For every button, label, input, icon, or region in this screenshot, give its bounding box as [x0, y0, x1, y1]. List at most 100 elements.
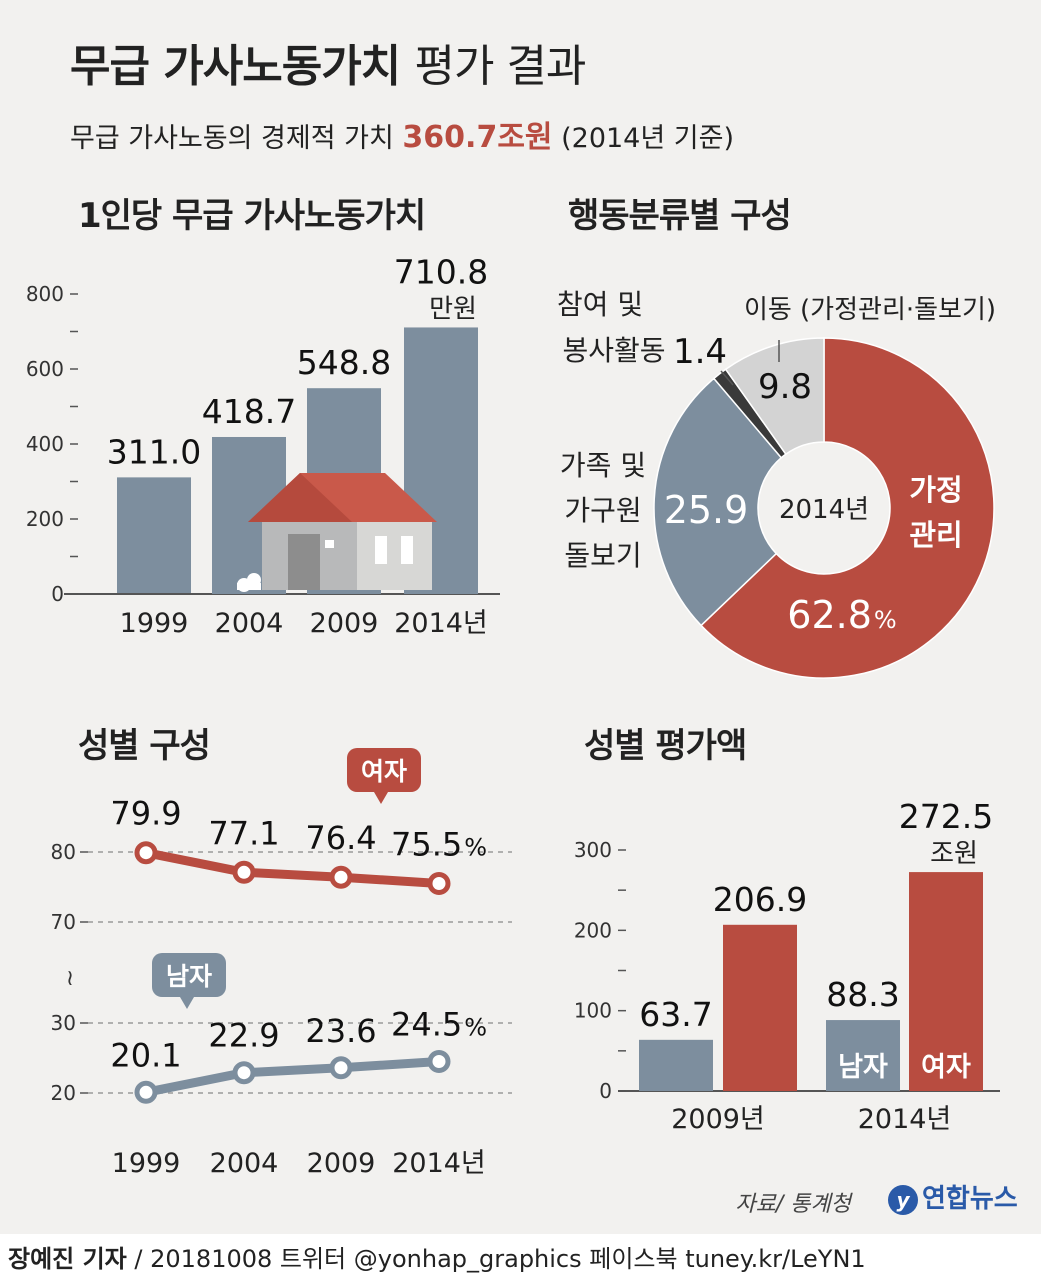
slice-name-care: 가구원 [564, 494, 641, 527]
bar-value-label: 206.9 [713, 880, 807, 919]
donut-center-label: 2014년 [779, 495, 869, 525]
y-tick-label: 0 [51, 582, 64, 606]
data-value-label: 77.1 [208, 814, 279, 852]
bar-value-label: 63.7 [639, 995, 712, 1034]
slice-value-care: 25.9 [664, 488, 749, 532]
data-point [134, 1080, 158, 1104]
series-line [145, 1057, 440, 1097]
y-tick-label: 400 [26, 432, 64, 456]
leader-line [720, 370, 734, 386]
x-tick-label: 2014년 [858, 1104, 952, 1135]
infographic-canvas: 0200400600800311.01999418.72004548.82009… [26, 252, 1000, 1179]
axis-break-mark: ≀ [66, 966, 74, 991]
series-line [145, 848, 440, 888]
data-point [329, 1056, 353, 1080]
footer-details: / 20181008 트위터 @yonhap_graphics 페이스북 tun… [126, 1245, 866, 1273]
legend-label-female: 여자 [361, 757, 407, 786]
callout-pointer [374, 792, 388, 804]
data-value-label: 24.5% [391, 1006, 487, 1044]
y-tick-label: 200 [26, 507, 64, 531]
donut-slice [653, 377, 783, 627]
line-chart-gender-share: 80 70 30 20 ≀ 79.9 77.1 76.4 75.5% 20.1 22.9 23.6 24… [51, 748, 512, 1179]
x-tick-label: 2014년 [392, 1148, 486, 1179]
slice-name-move: 이동 (가정관리·돌보기) [744, 295, 996, 325]
y-tick-label: 100 [574, 999, 612, 1023]
x-tick-label: 1999 [120, 608, 189, 639]
subtitle-pre: 무급 가사노동의 경제적 가치 [70, 123, 394, 154]
bar [639, 1039, 713, 1091]
data-point [329, 865, 353, 889]
unit-label: 조원 [930, 839, 978, 869]
x-tick-label: 2009 [310, 608, 379, 639]
x-tick-label: 1999 [112, 1148, 181, 1179]
bar [723, 924, 797, 1091]
footer-author: 장예진 기자 [8, 1245, 127, 1273]
callout-pointer [180, 997, 194, 1009]
slice-name-vol: 참여 및 [557, 288, 643, 321]
data-point [427, 1050, 451, 1073]
bar-value-label: 88.3 [826, 975, 899, 1014]
slice-name-vol: 봉사활동 [562, 334, 665, 367]
logo-name: 연합뉴스 [922, 1184, 1018, 1214]
y-tick-label: 800 [26, 282, 64, 306]
page-subtitle: 무급 가사노동의 경제적 가치 360.7조원 (2014년 기준) [70, 112, 734, 156]
data-point [232, 1061, 256, 1085]
bar [117, 477, 191, 594]
section-title-by-gender: 성별 구성 [78, 726, 211, 766]
y-tick-label: 200 [574, 918, 612, 942]
y-tick-label: 0 [599, 1079, 612, 1103]
bar [909, 872, 983, 1091]
footer-credit: 장예진 기자 / 20181008 트위터 @yonhap_graphics 페… [0, 1234, 1041, 1285]
y-tick-label: 30 [51, 1011, 76, 1035]
slice-value-move: 9.8 [758, 367, 812, 407]
data-point [232, 860, 256, 884]
data-value-label: 23.6 [305, 1012, 376, 1050]
donut-slice [724, 337, 825, 456]
bar-value-label: 710.8 [394, 252, 488, 291]
slice-name-care: 가족 및 [560, 449, 646, 482]
subtitle-value: 360.7조원 [402, 120, 553, 155]
yonhap-logo: y 연합뉴스 [888, 1178, 1018, 1215]
bar-value-label: 311.0 [107, 432, 201, 471]
source-note: 자료/ 통계청 [735, 1192, 851, 1217]
data-value-label: 76.4 [305, 819, 376, 857]
x-tick-label: 2009년 [671, 1104, 765, 1135]
bar-value-label: 418.7 [202, 392, 296, 431]
title-light: 평가 결과 [414, 41, 587, 92]
subtitle-post: (2014년 기준) [561, 123, 734, 154]
y-tick-label: 600 [26, 357, 64, 381]
data-value-label: 20.1 [110, 1036, 181, 1074]
x-tick-label: 2009 [307, 1148, 376, 1179]
house-illustration [237, 473, 437, 592]
slice-name-home: 가정 [909, 473, 962, 507]
page-title: 무급 가사노동가치 평가 결과 [70, 30, 587, 94]
data-value-label: 22.9 [208, 1017, 279, 1055]
y-tick-label: 80 [51, 840, 76, 864]
unit-label: 만원 [429, 294, 477, 324]
donut-slice [700, 337, 995, 679]
slice-name-home: 관리 [909, 518, 962, 552]
y-tick-label: 70 [51, 910, 76, 934]
legend-callout-female [347, 748, 421, 792]
data-value-label: 79.9 [110, 795, 181, 833]
bar-value-label: 548.8 [297, 343, 391, 382]
slice-value-vol: 1.4 [673, 332, 727, 372]
legend-label-male: 남자 [166, 962, 212, 991]
bar [826, 1020, 900, 1091]
x-tick-label: 2014년 [394, 608, 488, 639]
bar-value-label: 272.5 [899, 797, 993, 836]
section-title-gender-value: 성별 평가액 [584, 726, 747, 766]
data-value-label: 75.5% [391, 826, 487, 864]
section-title-by-activity: 행동분류별 구성 [568, 196, 792, 236]
x-tick-label: 2004 [210, 1148, 279, 1179]
x-tick-label: 2004 [215, 608, 284, 639]
series-label-in-bar: 여자 [921, 1052, 971, 1083]
title-bold: 무급 가사노동가치 [70, 41, 401, 92]
logo-mark-icon: y [888, 1185, 918, 1215]
series-label-in-bar: 남자 [838, 1052, 888, 1083]
data-point [134, 841, 158, 865]
legend-callout-male [152, 953, 226, 997]
slice-name-care: 돌보기 [564, 539, 641, 572]
